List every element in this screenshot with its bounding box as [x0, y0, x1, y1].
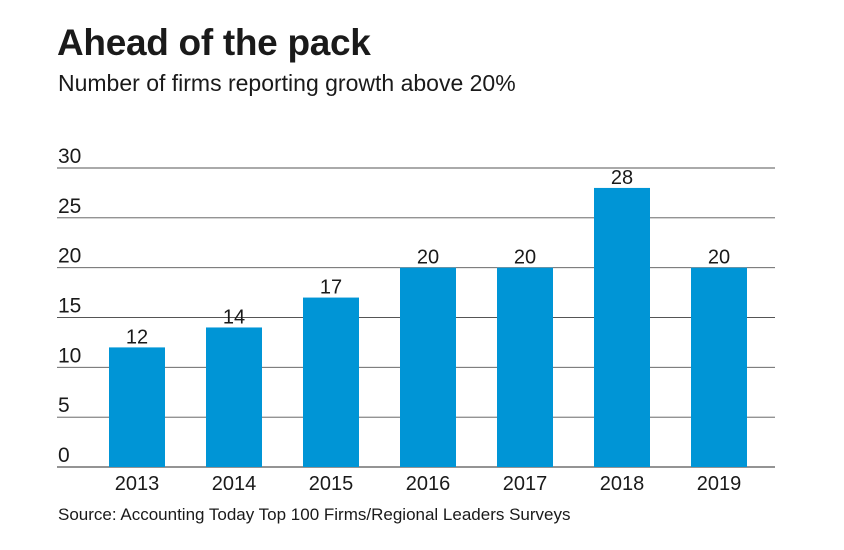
x-tick-label: 2016: [406, 473, 451, 495]
value-label: 20: [514, 247, 536, 269]
value-label: 12: [126, 326, 148, 348]
x-tick-label: 2019: [697, 473, 742, 495]
bar: [303, 297, 359, 467]
chart-title: Ahead of the pack: [57, 22, 371, 63]
value-label: 14: [223, 306, 245, 328]
y-tick-label: 25: [58, 195, 81, 218]
bar: [206, 327, 262, 467]
bar: [497, 267, 553, 467]
x-tick-label: 2014: [212, 473, 257, 495]
x-tick-label: 2015: [309, 473, 354, 495]
value-label: 20: [708, 247, 730, 269]
y-tick-label: 0: [58, 444, 70, 467]
bar: [400, 267, 456, 467]
x-tick-label: 2018: [600, 473, 645, 495]
bar: [594, 187, 650, 467]
value-labels: 12 14 17 20 20 28 20: [126, 167, 730, 348]
chart-subtitle: Number of firms reporting growth above 2…: [58, 70, 516, 96]
value-label: 20: [417, 247, 439, 269]
y-axis-ticks: 0 5 10 15 20 25 30: [58, 145, 81, 467]
value-label: 28: [611, 167, 633, 189]
x-tick-label: 2013: [115, 473, 160, 495]
bar: [691, 267, 747, 467]
bar: [109, 347, 165, 467]
y-tick-label: 15: [58, 295, 81, 318]
y-tick-label: 20: [58, 245, 81, 268]
x-axis-ticks: 2013 2014 2015 2016 2017 2018 2019: [115, 473, 742, 495]
y-tick-label: 10: [58, 344, 81, 367]
y-tick-label: 5: [58, 394, 70, 417]
value-label: 17: [320, 277, 342, 299]
x-tick-label: 2017: [503, 473, 548, 495]
source-note: Source: Accounting Today Top 100 Firms/R…: [58, 505, 571, 524]
bars: [109, 187, 747, 467]
y-tick-label: 30: [58, 145, 81, 168]
